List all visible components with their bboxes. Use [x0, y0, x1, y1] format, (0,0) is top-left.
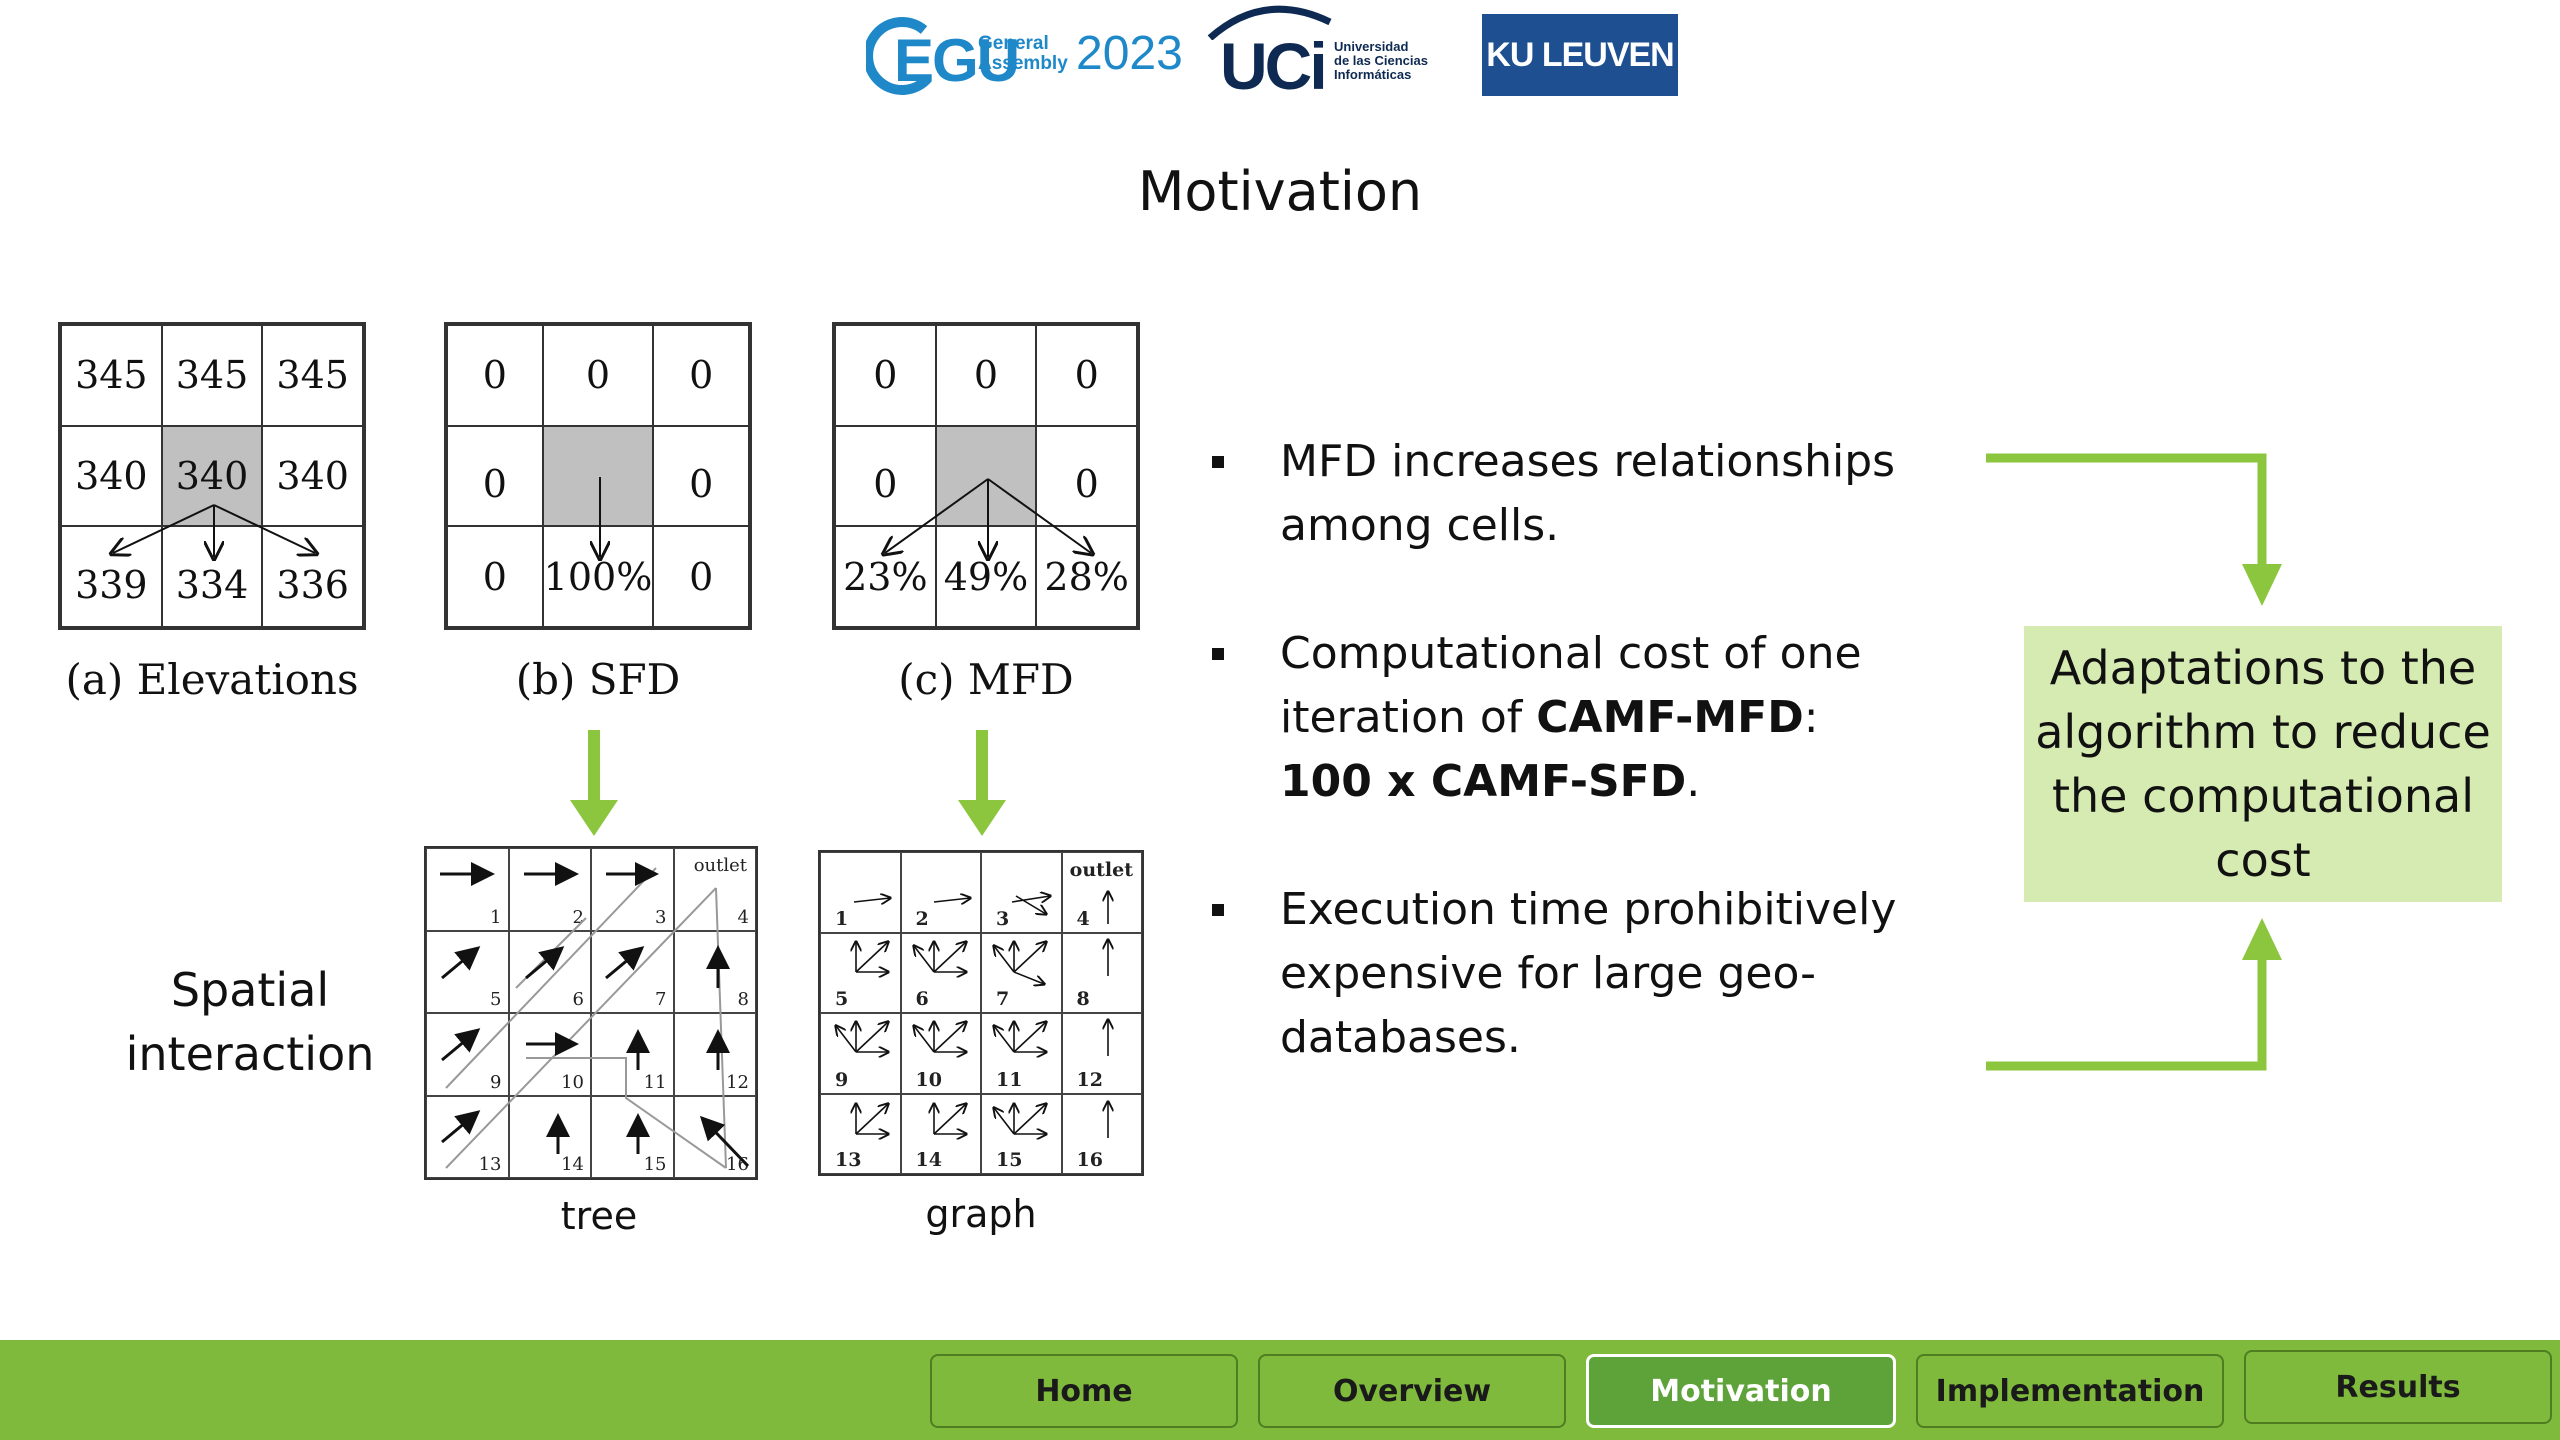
grid-cell: 339 [61, 526, 162, 627]
grid-cell: 0 [835, 325, 936, 426]
tree-grid: 1 2 3 outlet 4 5 6 7 8 9 10 11 12 13 14 1… [424, 846, 758, 1180]
grid-cell: 0 [653, 425, 749, 527]
mfd-caption: (c) MFD [898, 655, 1074, 704]
grid-cell: 14 [900, 1093, 981, 1174]
egu-logo-text: EGU [894, 27, 1020, 94]
grid-cell: outlet 4 [673, 848, 756, 931]
slide-title: Motivation [1137, 160, 1423, 223]
sfd-grid: 0 0 0 0 0 0 100% 0 [444, 322, 752, 630]
grid-cell: 12 [673, 1013, 756, 1096]
grid-cell: 0 [1036, 325, 1137, 426]
grid-cell: 10 [900, 1013, 981, 1094]
grid-cell: 1 [426, 848, 509, 931]
grid-cell: 6 [900, 932, 981, 1013]
grid-cell: 0 [447, 425, 543, 527]
bracket-arrows-icon [1986, 453, 2282, 1071]
egu-logo-subtitle: General Assembly [978, 33, 1068, 74]
grid-cell: 16 [1061, 1093, 1142, 1174]
grid-cell: 14 [508, 1095, 591, 1178]
grid-cell: 10 [508, 1013, 591, 1096]
grid-cell: 340 [262, 425, 363, 527]
adaptation-box: Adaptations to the algorithm to reduce t… [2024, 626, 2502, 902]
grid-cell-center [542, 425, 654, 527]
mfd-grid: 0 0 0 0 0 23% 49% 28% [832, 322, 1140, 630]
bullet-square-icon [1212, 648, 1224, 660]
grid-cell: 8 [673, 930, 756, 1013]
grid-cell: 345 [161, 325, 263, 426]
graph-caption: graph [925, 1192, 1037, 1236]
grid-cell: 9 [820, 1013, 901, 1094]
grid-cell: 12 [1061, 1013, 1142, 1094]
egu-logo: EGU General Assembly 2023 [866, 4, 1192, 106]
down-arrow-mfd-icon [958, 730, 1006, 836]
grid-cell: 0 [447, 325, 543, 426]
grid-cell: 100% [542, 526, 654, 627]
grid-cell: 345 [262, 325, 363, 426]
grid-cell: 5 [820, 932, 901, 1013]
grid-cell: 0 [542, 325, 654, 426]
grid-cell: 6 [508, 930, 591, 1013]
grid-cell: 11 [591, 1013, 674, 1096]
elevations-grid: 345 345 345 340 340 340 339 334 336 [58, 322, 366, 630]
egu-ring-icon [866, 17, 932, 95]
grid-cell-center: 340 [161, 425, 263, 527]
sfd-caption: (b) SFD [515, 655, 681, 704]
grid-cell: 15 [981, 1093, 1062, 1174]
grid-cell: 340 [61, 425, 162, 527]
grid-cell: 15 [591, 1095, 674, 1178]
grid-cell: 8 [1061, 932, 1142, 1013]
grid-cell: 23% [835, 526, 936, 627]
grid-cell: 0 [935, 325, 1037, 426]
grid-cell-center [935, 425, 1037, 527]
grid-cell: 5 [426, 930, 509, 1013]
graph-flow-arrows-icon [820, 852, 1142, 1174]
nav-overview-button[interactable]: Overview [1258, 1354, 1566, 1428]
nav-home-button[interactable]: Home [930, 1354, 1238, 1428]
grid-cell: 7 [981, 932, 1062, 1013]
bullet-list: MFD increases relationships among cells.… [1200, 430, 1940, 1134]
grid-cell: 1 [820, 852, 901, 933]
grid-cell: 13 [426, 1095, 509, 1178]
grid-cell: 0 [447, 526, 543, 627]
nav-results-button[interactable]: Results [2244, 1350, 2552, 1424]
grid-cell: 7 [591, 930, 674, 1013]
uci-logo-text: UCi [1220, 29, 1328, 103]
uci-logo: UCi Universidad de las Ciencias Informátic… [1200, 0, 1440, 103]
grid-cell: 334 [161, 526, 263, 627]
grid-cell: 0 [653, 526, 749, 627]
grid-cell: 11 [981, 1013, 1062, 1094]
uci-logo-subtitle: Universidad de las Ciencias Informáticas [1334, 39, 1428, 82]
grid-cell: outlet 4 [1061, 852, 1142, 933]
bullet-item: Execution time prohibitively expensive f… [1200, 878, 1940, 1070]
grid-cell: 336 [262, 526, 363, 627]
spatial-interaction-label: Spatial interaction [125, 963, 375, 1081]
tree-flow-arrows-icon [440, 862, 750, 1169]
grid-cell: 2 [508, 848, 591, 931]
elevations-caption: (a) Elevations [65, 655, 359, 704]
bullet-item: Computational cost of one iteration of C… [1200, 622, 1940, 814]
grid-cell: 0 [653, 325, 749, 426]
grid-cell: 13 [820, 1093, 901, 1174]
egu-logo-year: 2023 [1076, 27, 1183, 80]
grid-cell: 0 [1036, 425, 1137, 527]
bullet-square-icon [1212, 456, 1224, 468]
down-arrow-sfd-icon [570, 730, 618, 836]
graph-grid: 1 2 3 outlet 4 5 6 7 8 9 10 11 12 13 14 1… [818, 850, 1144, 1176]
grid-cell: 3 [981, 852, 1062, 933]
ku-leuven-logo: KU LEUVEN [1482, 14, 1678, 96]
grid-cell: 3 [591, 848, 674, 931]
grid-cell: 0 [835, 425, 936, 527]
grid-cell: 49% [935, 526, 1037, 627]
nav-implementation-button[interactable]: Implementation [1916, 1354, 2224, 1428]
tree-caption: tree [560, 1194, 638, 1238]
bullet-square-icon [1212, 904, 1224, 916]
nav-motivation-button[interactable]: Motivation [1586, 1354, 1896, 1428]
grid-cell: 28% [1036, 526, 1137, 627]
bullet-item: MFD increases relationships among cells. [1200, 430, 1940, 558]
footer-nav-bar: Home Overview Motivation Implementation … [0, 1340, 2560, 1440]
grid-cell: 345 [61, 325, 162, 426]
grid-cell: 2 [900, 852, 981, 933]
uci-arc-icon [1207, 5, 1332, 40]
grid-cell: 9 [426, 1013, 509, 1096]
